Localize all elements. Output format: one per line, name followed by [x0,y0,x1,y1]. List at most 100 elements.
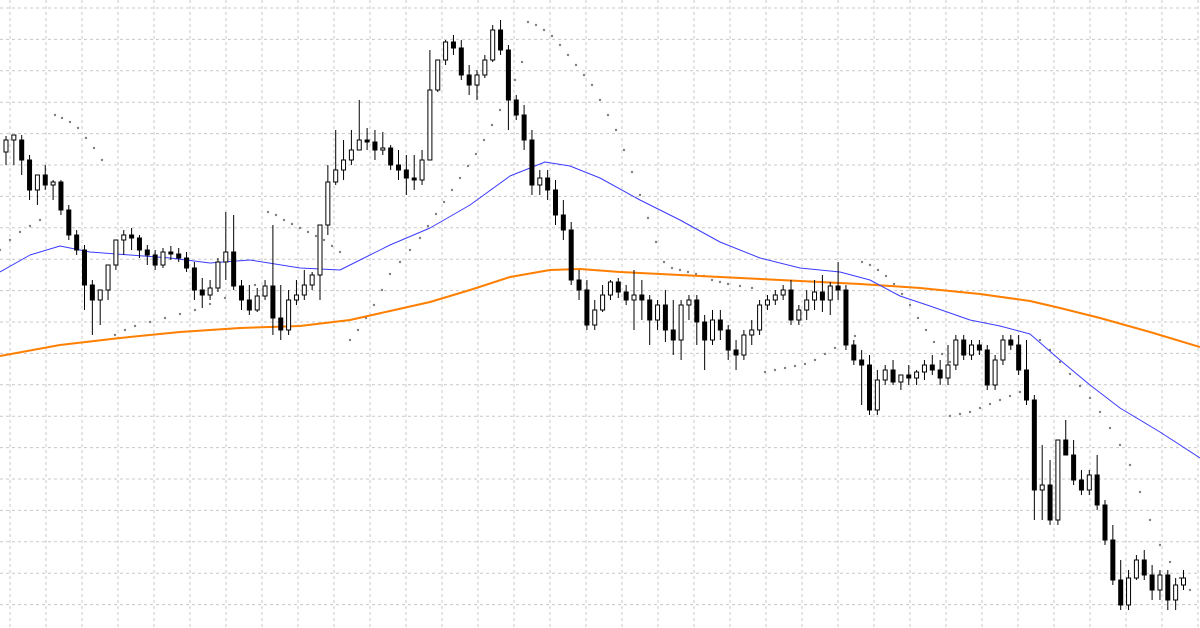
candle-body-bearish [191,267,197,291]
sar-dot [542,28,546,32]
candle [1118,560,1124,610]
sar-dot [916,316,920,320]
candle-body-bullish [301,284,307,296]
candle-body-bearish [1165,574,1171,601]
candle [867,355,872,415]
candle [592,300,598,330]
candle [615,278,621,298]
candle-body-bearish [615,281,621,293]
candle-body-bearish [1024,369,1029,401]
candle [1031,395,1037,520]
candle-body-bullish [113,239,119,266]
candle [796,305,802,325]
sar-dot [450,188,454,192]
sar-dot [113,333,117,337]
candle-body-bearish [372,141,378,151]
candle-body-bearish [278,317,284,331]
candle [678,300,684,360]
sar-dot [60,116,64,120]
candle [1102,500,1108,545]
sar-dot [28,224,32,228]
candle-body-bearish [58,181,64,211]
candle-body-bearish [42,174,48,186]
sar-dot [76,126,80,130]
sar-dot [876,268,880,272]
candle-body-bullish [443,41,449,61]
sar-dot [1108,426,1112,430]
sar-dot [932,340,936,344]
candle-body-bullish [600,294,606,311]
candle-body-bearish [66,209,72,236]
sar-dot [53,113,57,117]
candle-body-bullish [741,334,747,356]
sar-dot [860,260,864,264]
candle [1078,470,1084,495]
candle [199,278,205,308]
candle [121,230,127,255]
ma-fast-line [0,161,1200,459]
candle-body-bearish [851,344,857,361]
candle [1071,440,1077,485]
candle [827,282,833,315]
sar-dot [803,362,807,366]
candle-body-bullish [607,281,613,296]
sar-dot [738,284,742,288]
sar-dot [348,338,352,342]
candle [286,290,292,335]
candle [717,310,723,340]
candle [388,145,394,170]
sar-dot [900,292,904,296]
candle-body-bullish [427,89,433,161]
candle-body-bullish [309,274,315,286]
candle [341,140,347,180]
candle [254,288,260,312]
candle-body-bearish [74,234,80,251]
candle [474,70,480,100]
candle [576,270,582,300]
candle [270,225,276,335]
candle [631,270,637,330]
candle-body-bullish [1157,574,1163,591]
candle-body-bearish [717,319,723,331]
sar-dot [18,230,22,234]
candle [843,285,849,350]
candle [403,155,409,195]
candle [607,280,613,300]
candle-body-bullish [1126,577,1132,606]
sar-dot [646,216,650,220]
candle [1000,335,1006,365]
candle-body-bearish [19,139,25,161]
candle-body-bullish [341,159,347,171]
sar-dot [253,283,257,287]
candle [882,365,888,385]
sar-dot [750,286,754,290]
candle-body-bearish [1110,539,1116,581]
candle-body-bearish [396,164,401,171]
sar-dot [8,238,12,242]
sar-dot [1018,390,1022,394]
sar-dot [534,23,538,27]
candle-body-bearish [1149,574,1155,591]
candle [600,285,606,312]
candle-body-bullish [764,299,770,306]
sar-dot [823,352,827,356]
candle-body-bullish [686,299,692,306]
sar-dot [686,270,690,274]
candle [42,165,48,190]
candle-body-bullish [223,251,229,263]
candle-body-bearish [694,299,700,323]
sar-dot [193,308,197,312]
candle [66,205,72,240]
sar-dot [550,34,554,38]
sar-dot [458,176,462,180]
sar-dot [520,60,524,64]
candle-body-bearish [670,329,676,341]
candle-body-bearish [144,249,150,256]
sar-dot [726,282,730,286]
candle-body-bullish [482,59,488,76]
candle-body-bearish [843,289,849,346]
candle [686,295,692,320]
candle [278,285,284,340]
candle-body-bullish [286,299,292,331]
